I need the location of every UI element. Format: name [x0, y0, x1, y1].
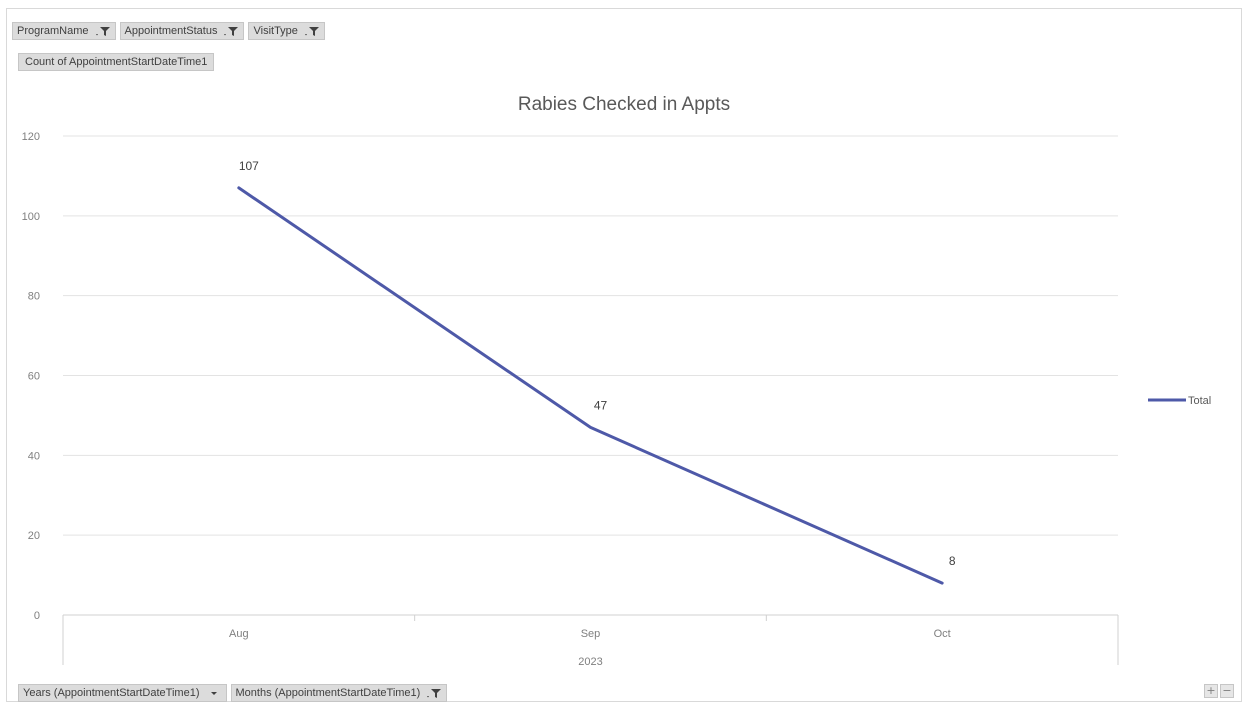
y-tick-label: 120: [22, 131, 40, 143]
legend: Total: [1148, 395, 1211, 407]
y-tick-label: 40: [28, 450, 40, 462]
years-field-label: Years (AppointmentStartDateTime1): [23, 687, 200, 699]
y-tick-label: 0: [34, 610, 40, 622]
chart-title: Rabies Checked in Appts: [518, 94, 730, 115]
expand-field-button[interactable]: +: [1204, 684, 1218, 698]
years-field-button[interactable]: Years (AppointmentStartDateTime1): [18, 684, 227, 702]
months-field-button[interactable]: Months (AppointmentStartDateTime1): [230, 684, 448, 702]
x-tick-label: Sep: [581, 628, 601, 640]
program-name-label: ProgramName: [17, 25, 89, 37]
y-tick-label: 20: [28, 530, 40, 542]
gridlines: [63, 135, 1118, 616]
values-field-label: Count of AppointmentStartDateTime1: [25, 56, 208, 68]
y-tick-label: 80: [28, 291, 40, 303]
axes: 0 20 40 60 80 100 120 Aug Sep Oct 2023: [22, 131, 1119, 668]
legend-label: Total: [1188, 395, 1211, 407]
values-field-button[interactable]: Count of AppointmentStartDateTime1: [18, 53, 215, 71]
x-tick-label: Aug: [229, 628, 249, 640]
data-label: 8: [949, 554, 956, 568]
filter-dropdown-icon: [95, 25, 111, 37]
data-label: 107: [239, 159, 259, 173]
x-group-label: 2023: [578, 656, 602, 668]
appointment-status-label: AppointmentStatus: [124, 25, 218, 37]
pivot-chart-frame: [6, 8, 1242, 702]
series-layer: 107 47 8: [237, 159, 956, 585]
filter-dropdown-icon: [426, 687, 442, 699]
visit-type-filter-button[interactable]: VisitType: [248, 22, 325, 40]
x-tick-label: Oct: [934, 628, 951, 640]
collapse-field-button[interactable]: −: [1220, 684, 1234, 698]
axis-field-bar: Years (AppointmentStartDateTime1) Months…: [18, 684, 448, 702]
y-tick-label: 60: [28, 371, 40, 383]
zoom-controls: + −: [1204, 684, 1234, 698]
data-label: 47: [594, 398, 608, 412]
visit-type-label: VisitType: [253, 25, 298, 37]
dropdown-arrow-icon: [206, 687, 222, 699]
filter-field-bar: ProgramName AppointmentStatus VisitType: [12, 22, 325, 40]
filter-dropdown-icon: [304, 25, 320, 37]
filter-dropdown-icon: [223, 25, 239, 37]
months-field-label: Months (AppointmentStartDateTime1): [235, 687, 421, 699]
appointment-status-filter-button[interactable]: AppointmentStatus: [119, 22, 245, 40]
y-tick-label: 100: [22, 211, 40, 223]
series-line-total: [237, 186, 944, 585]
program-name-filter-button[interactable]: ProgramName: [12, 22, 116, 40]
